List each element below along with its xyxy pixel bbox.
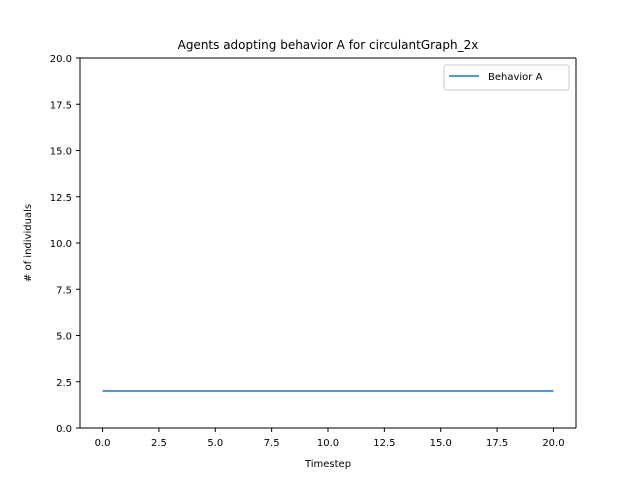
x-tick-label: 17.5: [486, 438, 508, 449]
x-tick-label: 15.0: [430, 438, 452, 449]
y-tick-label: 12.5: [50, 193, 72, 204]
y-tick-label: 15.0: [50, 147, 72, 158]
legend-box: [443, 64, 570, 91]
y-tick-label: 2.5: [56, 378, 72, 389]
y-axis-label: # of individuals: [23, 204, 34, 282]
y-tick-label: 17.5: [50, 100, 72, 111]
x-axis-label: Timestep: [304, 459, 351, 470]
x-tick-label: 20.0: [542, 438, 564, 449]
plot-area: 0.0 2.5 5.0 7.5 10.0 12.5 15.0 17.5 20.0 0.0 2.5 5…: [50, 54, 577, 449]
legend: Behavior A: [443, 64, 570, 91]
x-tick-label: 10.0: [317, 438, 339, 449]
chart-title: Agents adopting behavior A for circulant…: [178, 38, 479, 52]
y-tick-label: 0.0: [56, 424, 72, 435]
x-tick-label: 12.5: [373, 438, 395, 449]
x-tick-label: 7.5: [264, 438, 280, 449]
x-tick-label: 0.0: [95, 438, 111, 449]
x-tick-label: 2.5: [151, 438, 167, 449]
y-tick-label: 5.0: [56, 332, 72, 343]
y-tick-label: 10.0: [50, 239, 72, 250]
plot-background: [80, 58, 576, 428]
y-tick-label: 20.0: [50, 54, 72, 65]
legend-label: Behavior A: [488, 72, 543, 83]
y-axis-ticks: 0.0 2.5 5.0 7.5 10.0 12.5 15.0 17.5 20.0: [50, 54, 80, 435]
y-tick-label: 7.5: [56, 285, 72, 296]
x-tick-label: 5.0: [207, 438, 223, 449]
x-axis-ticks: 0.0 2.5 5.0 7.5 10.0 12.5 15.0 17.5 20.0: [95, 428, 565, 449]
